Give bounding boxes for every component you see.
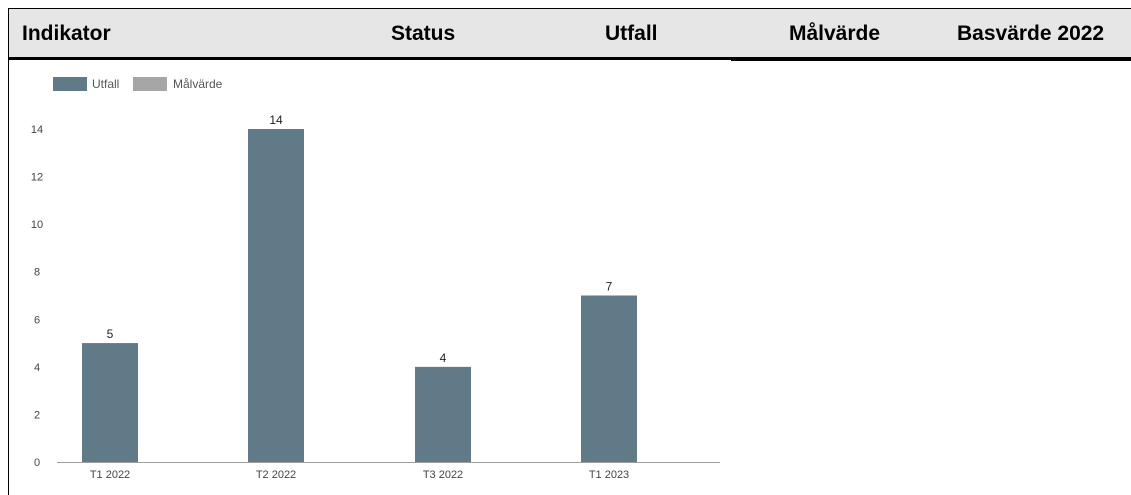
bar	[415, 366, 471, 462]
y-tick-label: 2	[34, 409, 40, 421]
data-label: 14	[269, 113, 283, 127]
bar	[581, 295, 637, 462]
bar-series-utfall: 5 14 4 7	[82, 113, 637, 462]
x-tick-label: T3 2022	[423, 469, 463, 481]
table-header	[9, 9, 1131, 58]
legend-swatch-malvarde	[133, 77, 167, 91]
x-tick-label: T1 2023	[589, 469, 629, 481]
y-tick-label: 0	[34, 457, 40, 469]
header-basvarde-2022: Basvärde 2022	[957, 22, 1105, 45]
y-tick-label: 14	[31, 124, 43, 136]
header-divider	[9, 57, 731, 60]
chart-legend: Utfall Målvärde	[53, 77, 223, 91]
legend-label-malvarde: Målvärde	[173, 77, 223, 91]
data-label: 5	[107, 327, 114, 341]
header-status: Status	[391, 22, 456, 45]
legend-label-utfall: Utfall	[92, 77, 119, 91]
data-label: 7	[606, 280, 613, 294]
header-divider-right	[731, 57, 1131, 61]
data-label: 4	[440, 351, 447, 365]
x-axis: T1 2022 T2 2022 T3 2022 T1 2023	[57, 462, 720, 481]
bar	[82, 343, 138, 462]
y-tick-label: 12	[31, 172, 43, 184]
y-axis: 0 2 4 6 8 10 12 14	[31, 124, 43, 469]
header-indikator: Indikator	[22, 22, 111, 45]
header-malvarde: Målvärde	[789, 22, 881, 45]
table-frame	[8, 8, 1131, 495]
x-tick-label: T2 2022	[256, 469, 296, 481]
header-utfall: Utfall	[605, 22, 658, 45]
y-tick-label: 10	[31, 219, 43, 231]
x-tick-label: T1 2022	[90, 469, 130, 481]
legend-swatch-utfall	[53, 77, 87, 91]
y-tick-label: 6	[34, 314, 40, 326]
y-tick-label: 8	[34, 267, 40, 279]
y-tick-label: 4	[34, 362, 40, 374]
bar	[248, 129, 304, 462]
